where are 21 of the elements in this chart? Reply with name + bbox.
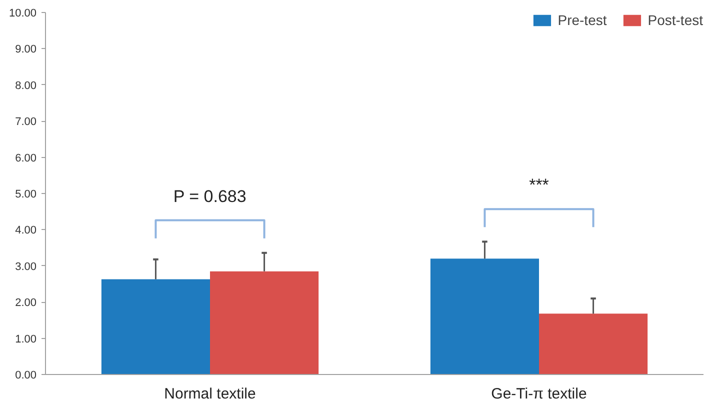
y-tick-label: 10.00 (8, 8, 37, 20)
y-tick-label: 8.00 (15, 80, 37, 92)
y-tick-label: 4.00 (15, 224, 37, 237)
y-tick-label: 5.00 (15, 188, 37, 200)
x-tick-label: Ge-Ti-π textile (491, 386, 587, 402)
y-tick-label: 2.00 (15, 297, 37, 310)
y-tick-label: 7.00 (15, 116, 37, 128)
annotation: *** (529, 176, 550, 195)
bar (210, 271, 319, 374)
legend-label: Post-test (648, 12, 703, 28)
y-tick-label: 0.00 (15, 370, 37, 382)
y-tick-label: 3.00 (15, 260, 37, 273)
annotation: P = 0.683 (173, 186, 246, 206)
bar (430, 258, 539, 374)
y-tick-label: 9.00 (15, 44, 37, 56)
bar (539, 314, 648, 374)
bar (101, 279, 210, 374)
y-tick-label: 6.00 (15, 152, 37, 164)
x-tick-label: Normal textile (164, 386, 256, 402)
y-tick-label: 1.00 (15, 333, 37, 346)
legend-label: Pre-test (558, 12, 607, 28)
